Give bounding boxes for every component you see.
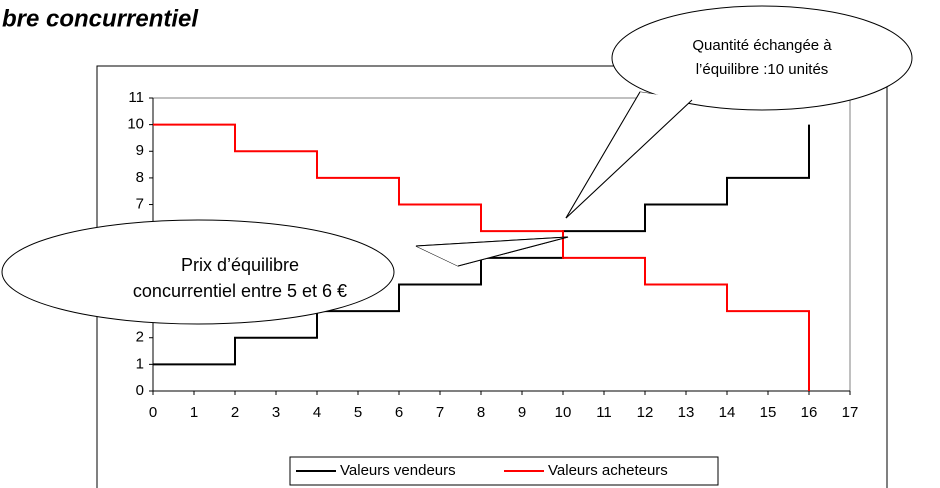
callout-bubble [1, 219, 395, 325]
y-tick-label: 1 [136, 355, 144, 372]
x-tick-label: 4 [313, 404, 321, 421]
x-tick-label: 10 [555, 404, 572, 421]
y-tick-label: 0 [136, 382, 144, 399]
callout-tail-cover [566, 92, 692, 218]
x-tick-label: 8 [477, 404, 485, 421]
callout-tail-edge [565, 91, 641, 219]
y-tick-label: 7 [136, 196, 144, 213]
x-tick-label: 6 [395, 404, 403, 421]
x-tick-label: 7 [436, 404, 444, 421]
callout-text: l’équilibre :10 unités [696, 61, 829, 78]
x-tick-label: 11 [596, 404, 612, 421]
chart-title: bre concurrentiel [2, 5, 199, 32]
x-tick-label: 5 [354, 404, 362, 421]
x-tick-label: 17 [842, 404, 859, 421]
x-tick-label: 14 [719, 404, 736, 421]
x-tick-label: 0 [149, 404, 157, 421]
x-tick-label: 1 [190, 404, 198, 421]
callout-text: Quantité échangée à [692, 37, 832, 54]
x-tick-label: 9 [518, 404, 526, 421]
legend-label: Valeurs vendeurs [340, 462, 456, 479]
legend-label: Valeurs acheteurs [548, 462, 668, 479]
callout-tail-edge [457, 236, 569, 267]
callout-tail-edge [415, 236, 569, 247]
x-tick-label: 3 [272, 404, 280, 421]
series-line [153, 123, 810, 391]
callout-tail-edge [565, 99, 693, 219]
callout-text: Prix d’équilibre [181, 255, 299, 275]
y-tick-label: 11 [128, 89, 144, 106]
x-tick-label: 13 [678, 404, 695, 421]
callout-text: concurrentiel entre 5 et 6 € [133, 281, 347, 301]
y-tick-label: 9 [136, 142, 144, 159]
x-tick-label: 16 [801, 404, 818, 421]
callout-bubble [611, 5, 913, 111]
y-tick-label: 8 [136, 169, 144, 186]
x-tick-label: 2 [231, 404, 239, 421]
x-tick-label: 15 [760, 404, 777, 421]
y-tick-label: 2 [136, 329, 144, 346]
x-tick-label: 12 [637, 404, 654, 421]
y-tick-label: 10 [127, 116, 144, 133]
